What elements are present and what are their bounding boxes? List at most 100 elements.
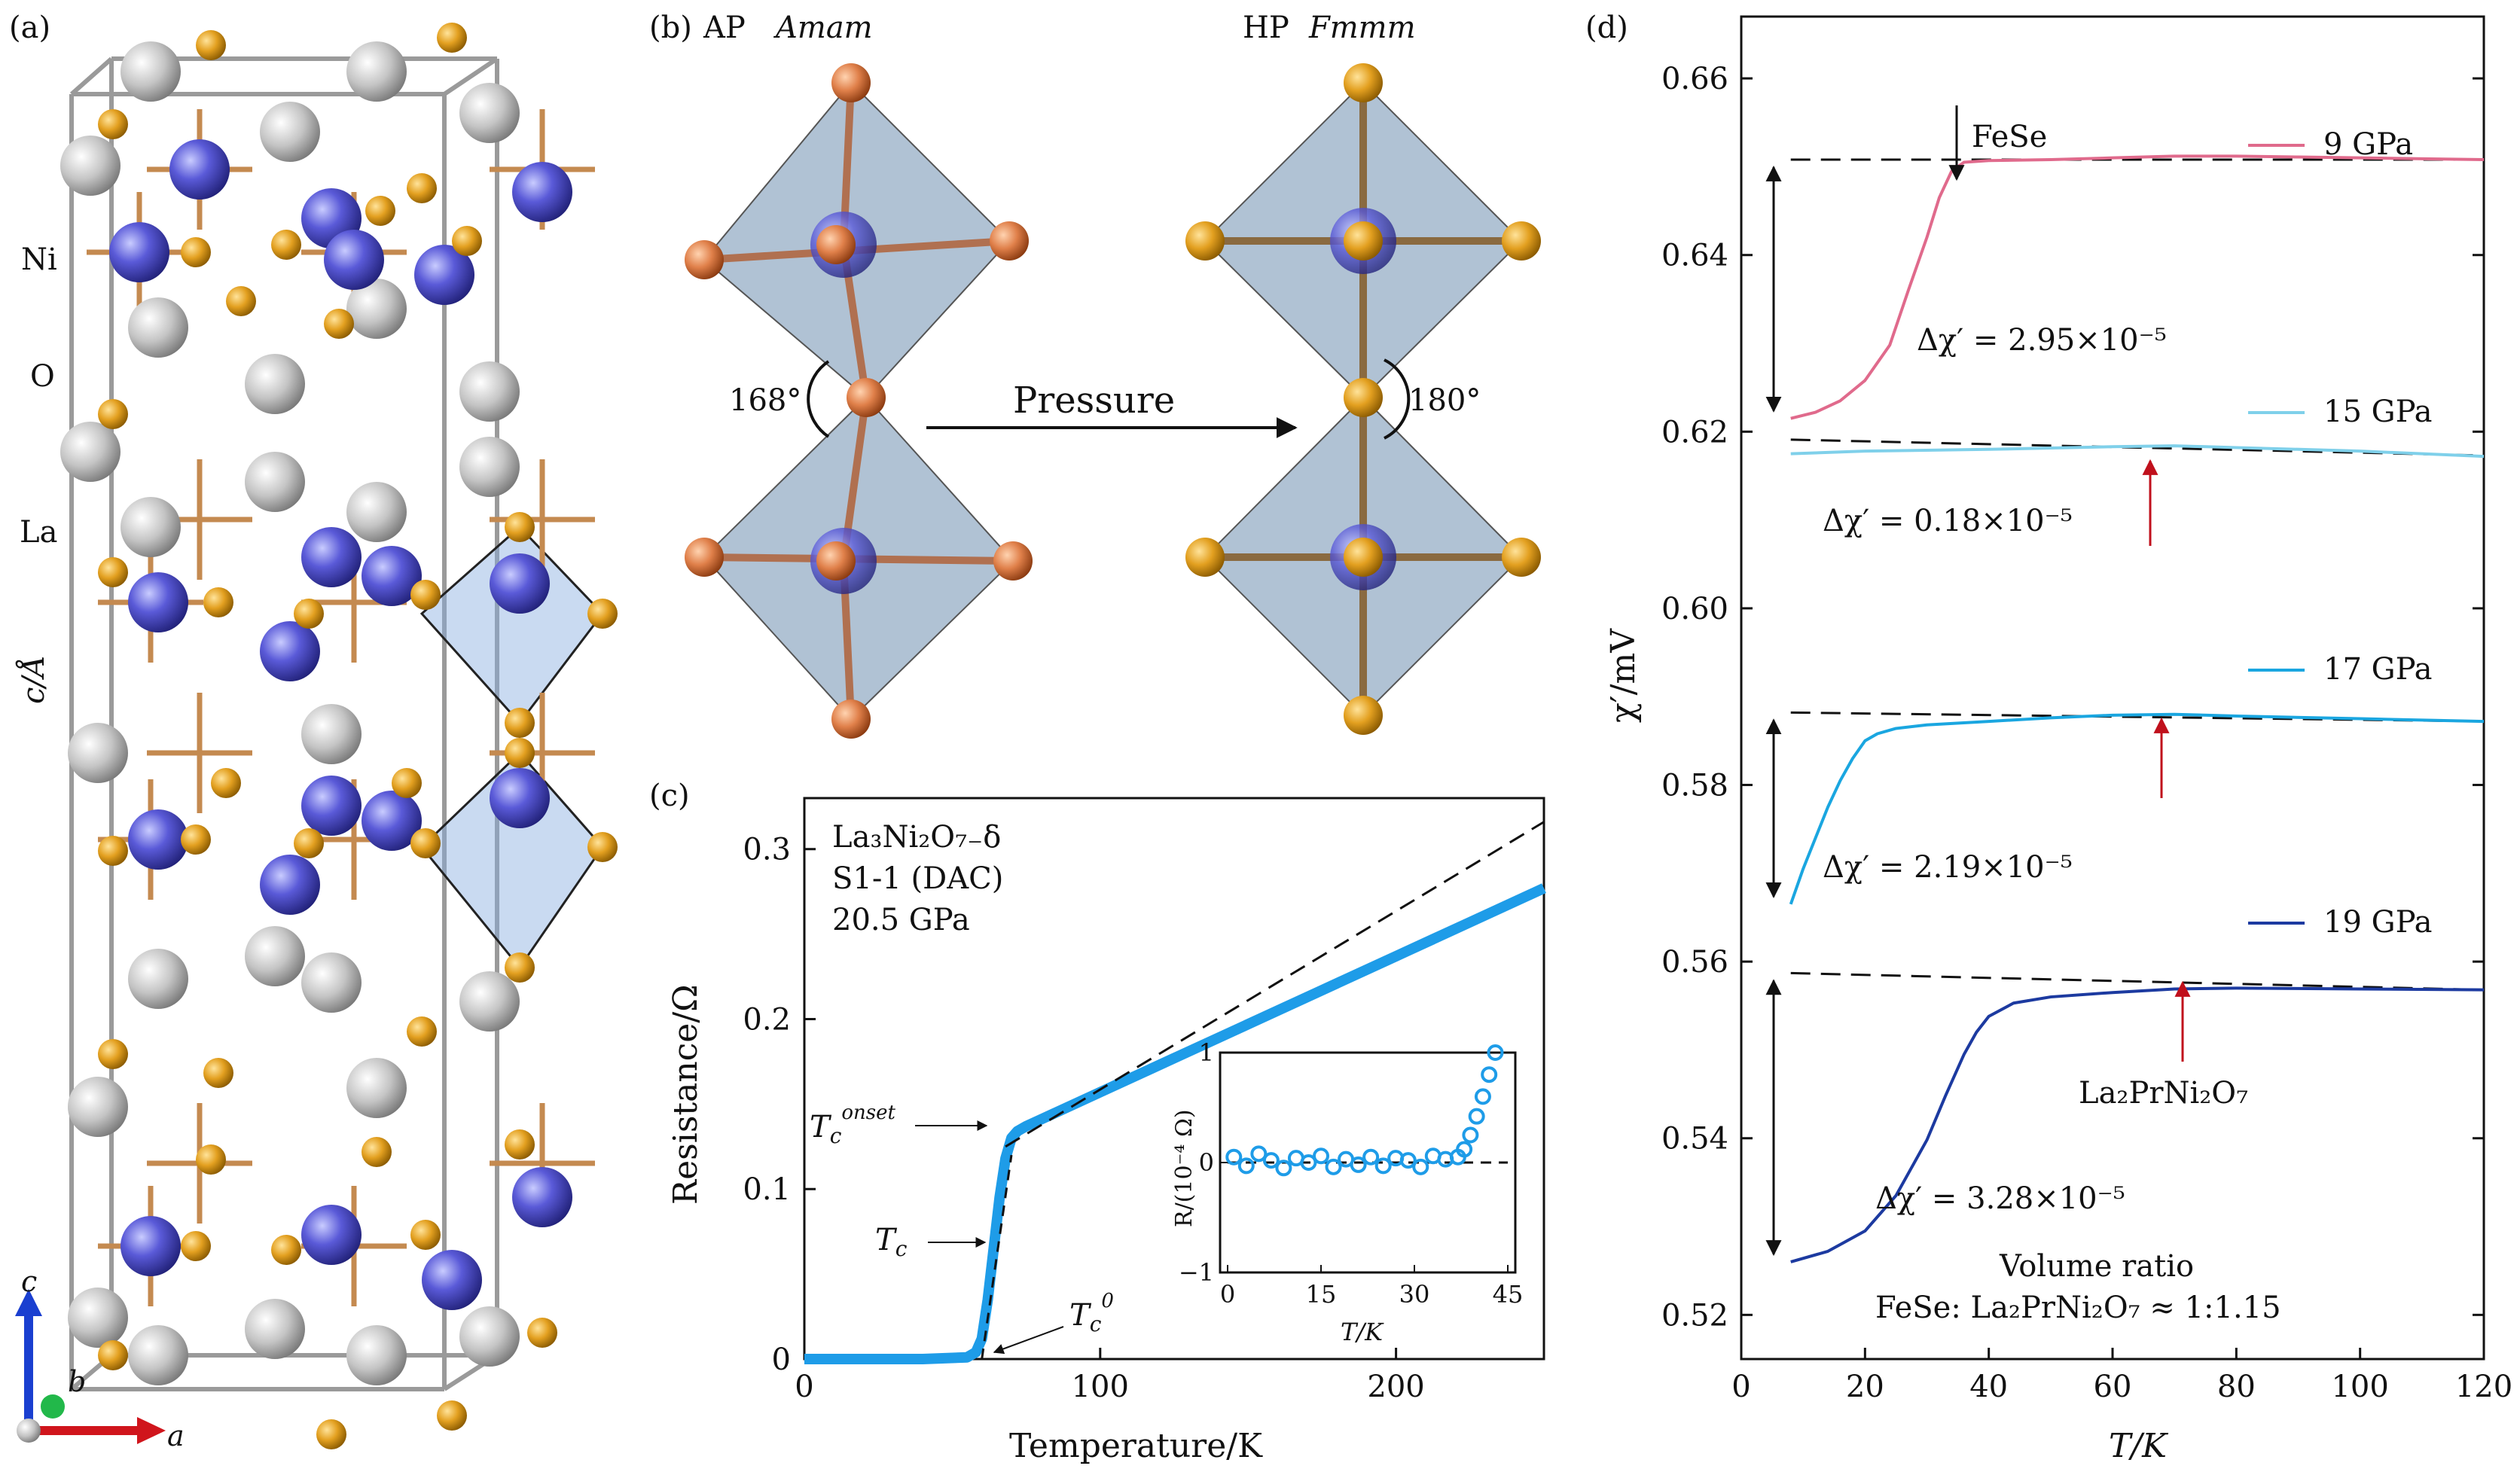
la-atom <box>260 102 320 162</box>
inset-x-tick-label: 45 <box>1493 1280 1524 1309</box>
ni-atom <box>490 553 550 614</box>
o-atom <box>211 768 241 798</box>
panel-b: (b) AP Amam HP Fmmm 168° <box>649 11 1541 739</box>
delta-15gpa: Δχ′ = 0.18×10⁻⁵ <box>1823 504 2073 538</box>
ni-atom <box>301 527 362 587</box>
plot-d-ticks: 0 20 40 60 80 100 120 0.52 0.54 0.56 0.58 0.60 0.62 0… <box>1661 62 2512 1404</box>
volume-ratio-title: Volume ratio <box>1999 1249 2194 1284</box>
plot-d-frame <box>1740 15 2485 1361</box>
inset-point <box>1481 1066 1498 1083</box>
o-atom <box>505 1129 535 1160</box>
o-atom <box>98 836 128 866</box>
inset-y-tick-label: −1 <box>1179 1258 1214 1287</box>
chi-curve <box>1790 154 2485 420</box>
o-atom <box>505 708 535 738</box>
inset-xlabel: T/K <box>1341 1318 1384 1346</box>
o-atom <box>196 1144 226 1175</box>
la-atom <box>128 1325 188 1385</box>
axis-label-c: c/Å <box>16 655 51 704</box>
o-atom <box>226 286 256 316</box>
tc-label: Tc <box>875 1223 908 1261</box>
x-tick-label: 60 <box>2094 1370 2132 1404</box>
la-atom <box>245 1299 305 1359</box>
o-atom <box>437 1400 467 1431</box>
inset-y-tick-label: 0 <box>1199 1148 1214 1177</box>
basis-a-label: a <box>167 1419 185 1452</box>
basis-c-label: c <box>21 1265 37 1298</box>
o-atom <box>181 237 211 267</box>
o-atom <box>324 309 354 339</box>
y-tick-label: 0.54 <box>1661 1122 1728 1157</box>
sample-formula: La₃Ni₂O₇₋δ <box>832 820 1001 855</box>
legend-label: 19 GPa <box>2323 905 2433 940</box>
x-tick-label: 120 <box>2455 1370 2512 1404</box>
la-atom <box>459 971 520 1032</box>
la-atom <box>346 41 407 102</box>
o-atom <box>98 109 128 139</box>
x-tick-label: 0 <box>795 1370 813 1404</box>
la-atom <box>121 497 181 557</box>
la-atom <box>68 723 128 783</box>
o-atom <box>587 599 618 629</box>
inset-x-tick-label: 15 <box>1306 1280 1337 1309</box>
delta-19gpa: Δχ′ = 3.28×10⁻⁵ <box>1875 1181 2125 1216</box>
la-atom <box>121 41 181 102</box>
y-tick-label: 0.56 <box>1661 945 1728 980</box>
sample-id: S1-1 (DAC) <box>832 861 1003 896</box>
inset-point <box>1462 1126 1479 1144</box>
ni-atom <box>422 1250 482 1310</box>
plot-d-xlabel: T/K <box>2109 1427 2168 1465</box>
y-tick-label: 0.3 <box>743 833 791 867</box>
o-atom <box>203 587 233 617</box>
transition-fit-line <box>981 1154 1013 1360</box>
plot-c-ylabel: Resistance/Ω <box>667 984 705 1205</box>
basis-b-label: b <box>68 1365 86 1398</box>
o-atom <box>203 1058 233 1088</box>
y-tick-label: 0.66 <box>1661 62 1728 96</box>
la-atom <box>301 952 362 1013</box>
plot-c-marks <box>804 821 1546 1364</box>
y-tick-label: 0.52 <box>1661 1298 1728 1333</box>
x-tick-label: 100 <box>1072 1370 1129 1404</box>
ni-atom <box>512 162 572 222</box>
la-atom <box>245 354 305 414</box>
delta-9gpa: Δχ′ = 2.95×10⁻⁵ <box>1917 323 2167 358</box>
la-atom <box>68 1077 128 1137</box>
o-atom <box>437 23 467 53</box>
legend-label: 9 GPa <box>2323 127 2413 162</box>
o-atom <box>98 1039 128 1069</box>
volume-ratio-value: FeSe: La₂PrNi₂O₇ ≈ 1:1.15 <box>1875 1291 2281 1325</box>
o-atom <box>587 832 618 862</box>
la-atom <box>459 361 520 422</box>
ni-atom <box>260 621 320 681</box>
la-atom <box>459 1306 520 1367</box>
ni-atom <box>260 855 320 915</box>
y-tick-label: 0.62 <box>1661 415 1728 450</box>
ni-atom <box>362 791 422 851</box>
o-atom <box>410 1220 441 1250</box>
fese-label: FeSe <box>1972 120 2047 154</box>
hp-title: HP <box>1243 11 1289 45</box>
legend-label: 17 GPa <box>2323 652 2433 687</box>
plot-d-marks <box>1765 154 2485 1263</box>
ni-atom <box>128 809 188 870</box>
ni-atom <box>121 1216 181 1276</box>
ni-atom <box>512 1167 572 1227</box>
la-atom <box>60 136 121 196</box>
inset-point <box>1275 1160 1292 1177</box>
inset-y-tick-label: 1 <box>1199 1038 1214 1067</box>
o-atom <box>392 768 422 798</box>
inset-point <box>1313 1147 1329 1165</box>
la-atom <box>301 704 362 764</box>
inset-point <box>1325 1158 1342 1175</box>
o-atom <box>294 828 324 858</box>
x-tick-label: 20 <box>1846 1370 1884 1404</box>
ni-atom <box>128 572 188 632</box>
o-atom <box>181 1231 211 1261</box>
la-atom <box>459 437 520 497</box>
ni-atom <box>490 768 550 828</box>
x-tick-label: 200 <box>1367 1370 1424 1404</box>
x-tick-label: 80 <box>2217 1370 2256 1404</box>
y-tick-label: 0.64 <box>1661 239 1728 273</box>
